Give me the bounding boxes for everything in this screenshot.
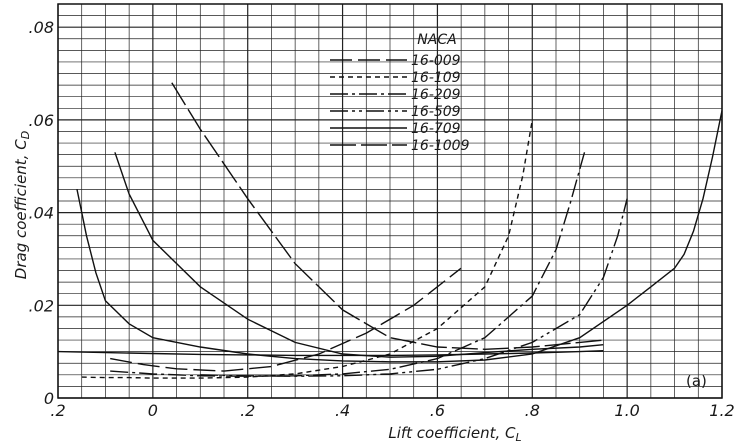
legend: NACA 16-00916-10916-20916-50916-70916-100… (330, 32, 470, 154)
legend-label: 16-709 (411, 121, 461, 137)
x-tick-label: .2 (240, 401, 255, 420)
y-tick-label: .06 (29, 111, 54, 130)
y-tick-label: .04 (29, 204, 54, 223)
series-line-16-1009 (171, 82, 604, 351)
x-tick-label: .8 (525, 401, 540, 420)
x-axis-label: Lift coefficient, CL (388, 424, 521, 444)
legend-label: 16-1009 (411, 138, 470, 154)
series-line-unlabeled-7 (57, 350, 604, 357)
series-line-16-109 (81, 119, 533, 379)
y-tick-label: .08 (29, 18, 54, 37)
x-tick-label: 1.0 (614, 401, 639, 420)
y-tick-label: 0 (44, 389, 54, 408)
series-line-16-009 (110, 267, 462, 372)
x-tick-label: .2 (50, 401, 65, 420)
x-tick-label: 0 (148, 401, 158, 420)
panel-annotation: (a) (686, 372, 707, 390)
series-line-16-209 (110, 152, 586, 377)
legend-label: 16-209 (411, 87, 461, 103)
legend-label: 16-109 (411, 70, 461, 86)
legend-title: NACA (417, 32, 456, 48)
x-tick-label: .4 (335, 401, 350, 420)
y-axis-label: Drag coefficient, CD (12, 131, 32, 279)
y-tick-label: .02 (29, 296, 54, 315)
x-tick-label: .6 (430, 401, 445, 420)
tick-labels: .2 0.2.4.6.8 1.0 1.20.02.04.06.08 (29, 18, 734, 420)
series-line-16-509 (200, 198, 628, 377)
legend-label: 16-509 (411, 104, 461, 120)
series-line-unlabeled-6 (114, 152, 604, 358)
series-group (57, 82, 723, 379)
x-tick-label: 1.2 (709, 401, 734, 420)
series-line-16-709 (76, 110, 723, 363)
plot-frame (57, 3, 723, 399)
legend-label: 16-009 (411, 53, 461, 69)
